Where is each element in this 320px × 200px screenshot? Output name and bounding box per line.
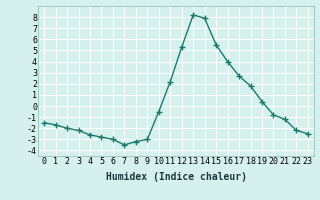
X-axis label: Humidex (Indice chaleur): Humidex (Indice chaleur): [106, 172, 246, 182]
